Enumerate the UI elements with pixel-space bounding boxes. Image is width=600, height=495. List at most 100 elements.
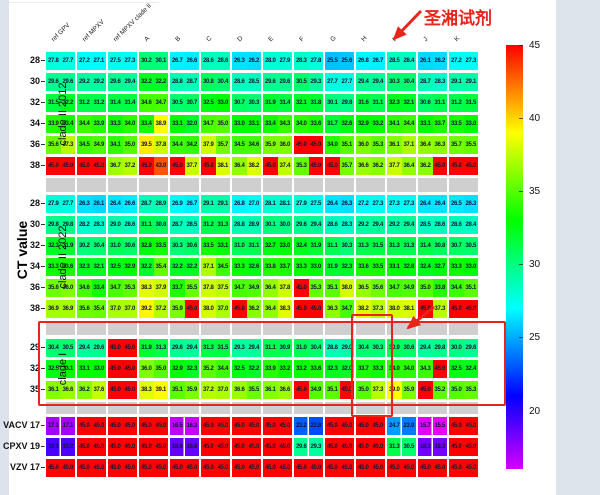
heatmap-cell: 28.8 — [170, 73, 185, 91]
heatmap-cell: 39.5 — [139, 136, 154, 154]
heatmap-cell: 28.5 — [184, 216, 199, 234]
heatmap-cell: 31.1 — [139, 216, 154, 234]
heatmap-cell: 45.0 — [418, 300, 433, 318]
heatmap-cell: 22.8 — [308, 417, 323, 435]
heatmap-cell: 29.1 — [449, 73, 464, 91]
heatmap-cell: 36.6 — [60, 381, 75, 399]
heatmap-cell: 34.4 — [215, 360, 230, 378]
heatmap-cell: 18.3 — [418, 438, 433, 456]
heatmap-cell: 35.9 — [263, 136, 278, 154]
heatmap-cell: 30.5 — [170, 94, 185, 112]
heatmap-cell: 31.9 — [139, 339, 154, 357]
heatmap-cell: 33.4 — [60, 115, 75, 133]
heatmap-cell: 32.9 — [170, 360, 185, 378]
heatmap-cell: 27.2 — [449, 52, 464, 70]
heatmap-cell: 30.7 — [449, 237, 464, 255]
heatmap-cell: 45.0 — [232, 459, 247, 477]
heatmap-cell: 32.3 — [339, 258, 354, 276]
heatmap-cell: 28.6 — [325, 216, 340, 234]
heatmap-cell: 35.6 — [370, 279, 385, 297]
heatmap-cell: 35.2 — [432, 381, 447, 399]
heatmap-cell: 37.2 — [153, 300, 168, 318]
heatmap-cell: 32.2 — [139, 73, 154, 91]
group-label: clade II 2012 — [57, 82, 69, 145]
heatmap-cell: 31.6 — [356, 94, 371, 112]
row-tick-label: 29 — [29, 342, 40, 352]
heatmap-cell: 45.0 — [170, 459, 185, 477]
heatmap-cell: 27.9 — [294, 195, 309, 213]
row-tick — [41, 446, 45, 447]
heatmap-cell: 33.5 — [449, 115, 464, 133]
heatmap-cell: 34.6 — [139, 94, 154, 112]
heatmap-cell: 26.8 — [232, 195, 247, 213]
row-tick-label: 32 — [29, 363, 40, 373]
heatmap-cell: 32.3 — [46, 237, 61, 255]
heatmap-spacer-cell — [263, 178, 292, 192]
heatmap-cell: 45.0 — [370, 417, 385, 435]
heatmap-cell: 27.9 — [46, 195, 61, 213]
heatmap-cell: 45.0 — [325, 459, 340, 477]
heatmap-cell: 27.3 — [122, 52, 137, 70]
heatmap-cell: 38.0 — [387, 300, 402, 318]
heatmap-cell: 31.3 — [153, 339, 168, 357]
highlight-box-column-h — [351, 314, 393, 417]
heatmap-cell: 28.9 — [246, 216, 261, 234]
heatmap-cell: 45.0 — [449, 438, 464, 456]
heatmap-cell: 35.1 — [463, 279, 478, 297]
heatmap-cell: 35.0 — [449, 381, 464, 399]
colorbar — [506, 45, 523, 469]
row-tick — [41, 266, 45, 267]
heatmap-spacer-cell — [294, 322, 323, 335]
heatmap-cell: 45.0 — [201, 459, 216, 477]
heatmap-cell: 45.0 — [232, 438, 247, 456]
heatmap-cell: 45.0 — [418, 381, 433, 399]
heatmap-cell: 45.0 — [246, 417, 261, 435]
heatmap-cell: 33.3 — [108, 115, 123, 133]
heatmap-cell: 27.5 — [108, 52, 123, 70]
heatmap-cell: 29.4 — [308, 216, 323, 234]
heatmap-cell: 31.1 — [246, 237, 261, 255]
column-header: J — [422, 35, 430, 44]
heatmap-cell: 29.2 — [356, 216, 371, 234]
heatmap-cell: 45.0 — [108, 459, 123, 477]
heatmap-cell: 30.7 — [232, 94, 247, 112]
heatmap-cell: 29.0 — [108, 216, 123, 234]
heatmap-cell: 45.0 — [232, 417, 247, 435]
heatmap-cell: 28.3 — [91, 216, 106, 234]
heatmap-cell: 28.0 — [263, 52, 278, 70]
row-tick-label: VZV 17 — [9, 462, 40, 472]
heatmap-cell: 33.0 — [308, 258, 323, 276]
column-header: B — [174, 35, 183, 44]
heatmap-cell: 34.1 — [387, 115, 402, 133]
heatmap-cell: 30.6 — [184, 237, 199, 255]
heatmap-cell: 33.8 — [432, 279, 447, 297]
heatmap-cell: 30.0 — [449, 339, 464, 357]
heatmap-cell: 32.2 — [184, 258, 199, 276]
heatmap-cell: 33.0 — [232, 115, 247, 133]
heatmap-cell: 37.9 — [153, 279, 168, 297]
heatmap-cell: 30.3 — [246, 94, 261, 112]
heatmap-cell: 23.9 — [401, 417, 416, 435]
heatmap-cell: 27.3 — [370, 195, 385, 213]
heatmap-cell: 45.0 — [263, 438, 278, 456]
heatmap-cell: 32.4 — [463, 360, 478, 378]
heatmap-cell: 32.3 — [387, 94, 402, 112]
row-tick-label: 35 — [29, 384, 40, 394]
heatmap-cell: 45.0 — [449, 300, 464, 318]
heatmap-cell: 34.3 — [418, 360, 433, 378]
heatmap-cell: 30.6 — [122, 237, 137, 255]
heatmap-cell: 37.5 — [215, 279, 230, 297]
heatmap-cell: 45.0 — [449, 157, 464, 175]
heatmap-cell: 36.4 — [401, 157, 416, 175]
heatmap-cell: 35.4 — [153, 258, 168, 276]
heatmap-spacer-cell — [46, 178, 75, 192]
heatmap-cell: 45.0 — [356, 459, 371, 477]
column-header: I — [391, 36, 398, 44]
row-tick-label: 36 — [29, 139, 40, 149]
heatmap-cell: 37.7 — [184, 157, 199, 175]
heatmap-cell: 36.6 — [232, 381, 247, 399]
heatmap-cell: 29.4 — [246, 339, 261, 357]
colorbar-tick — [519, 337, 523, 339]
heatmap-cell: 38.2 — [356, 300, 371, 318]
heatmap-cell: 36.2 — [246, 300, 261, 318]
